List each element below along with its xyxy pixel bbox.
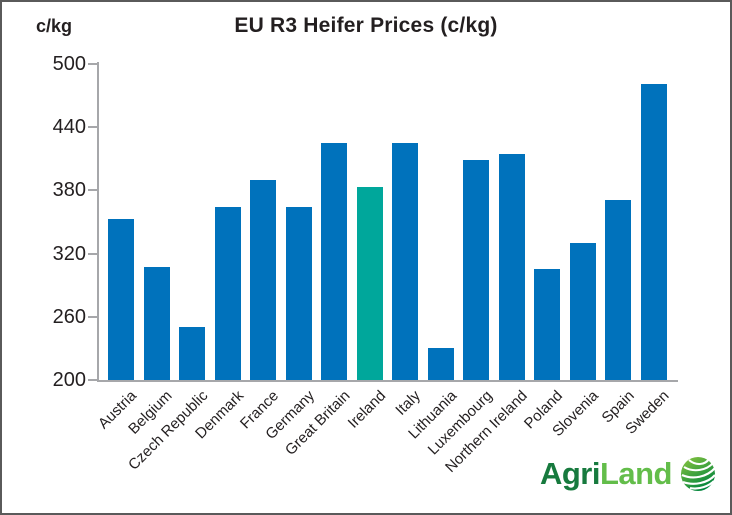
logo-text-agri: Agri [539, 456, 601, 491]
bar-lithuania [427, 348, 454, 380]
bar-denmark [214, 207, 241, 380]
y-tick-mark [88, 63, 97, 65]
bar-austria [108, 218, 134, 380]
bar-great-britain [321, 143, 347, 380]
bar-germany [285, 207, 312, 380]
y-tick-label: 440 [52, 116, 86, 139]
y-tick-label: 200 [52, 369, 86, 391]
bar-france [250, 179, 276, 380]
x-category-label: Ireland [344, 387, 389, 432]
bar-spain [605, 199, 631, 380]
bar-czech-republic [179, 327, 205, 380]
bar-northern-ireland [498, 153, 525, 380]
y-axis-line [97, 62, 99, 380]
y-tick-mark [88, 189, 97, 192]
bar-sweden [640, 84, 667, 380]
y-tick-label: 380 [52, 179, 86, 202]
globe-icon [681, 457, 716, 491]
y-tick-mark [88, 252, 97, 255]
y-axis-unit-label: c/kg [36, 16, 73, 36]
bar-slovenia [569, 243, 596, 380]
y-tick-mark [88, 315, 97, 318]
bar-belgium [143, 267, 170, 380]
bar-poland [534, 269, 560, 380]
x-axis-line [97, 380, 678, 382]
y-tick-label: 260 [52, 305, 86, 328]
bar-luxembourg [463, 159, 489, 380]
chart-title: EU R3 Heifer Prices (c/kg) [234, 14, 498, 37]
y-tick-mark [88, 126, 97, 129]
y-tick-label: 500 [52, 53, 86, 75]
y-tick-label: 320 [52, 242, 86, 265]
logo-text-land: Land [599, 456, 673, 491]
agriland-logo: Agri Land [540, 454, 718, 494]
bar-ireland [356, 187, 383, 380]
bar-italy [392, 143, 418, 380]
y-tick-mark [88, 379, 97, 381]
